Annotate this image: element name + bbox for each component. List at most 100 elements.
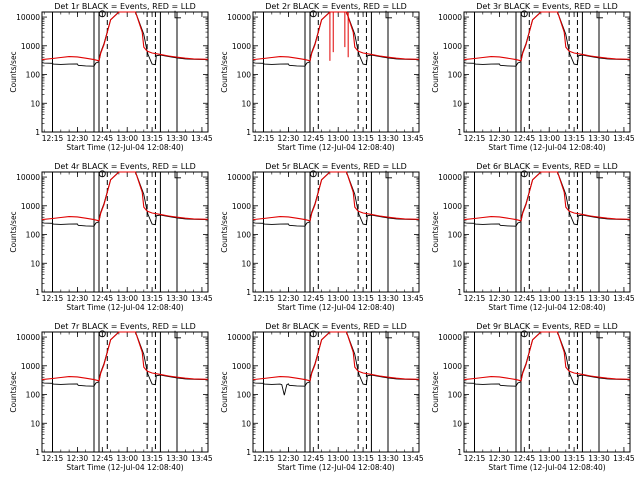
circle-marker: [520, 330, 528, 338]
x-tick-label: 13:15: [141, 294, 163, 303]
x-tick-label: 13:00: [538, 294, 560, 303]
x-tick-label: 12:30: [489, 454, 511, 463]
x-tick-label: 13:45: [402, 134, 424, 143]
y-tick-label: 1: [457, 128, 462, 137]
x-tick-label: 13:45: [402, 454, 424, 463]
y-tick-label: 100: [26, 231, 41, 240]
x-tick-label: 13:15: [563, 454, 585, 463]
x-tick-label: 12:45: [303, 454, 325, 463]
y-axis-title: Counts/sec: [220, 51, 229, 92]
y-axis-title: Counts/sec: [9, 371, 18, 412]
plot-frame: [41, 11, 209, 133]
y-tick-label: 100: [237, 391, 252, 400]
lld-series-line: [463, 171, 631, 222]
x-tick-label: 13:45: [613, 134, 635, 143]
circle-marker: [309, 330, 317, 338]
y-axis-title: Counts/sec: [431, 51, 440, 92]
y-tick-label: 1: [35, 288, 40, 297]
lld-series-line: [41, 11, 209, 62]
chart-title: Det 4r BLACK = Events, RED = LLD: [54, 162, 196, 171]
lld-series-line: [463, 11, 631, 62]
y-tick-label: 10000: [16, 13, 40, 22]
x-tick-label: 13:15: [563, 294, 585, 303]
x-tick-label: 12:15: [464, 134, 486, 143]
x-tick-label: 12:45: [514, 454, 536, 463]
x-tick-label: 13:30: [166, 294, 188, 303]
circle-marker: [98, 170, 106, 178]
x-tick-label: 13:30: [377, 454, 399, 463]
x-tick-label: 13:00: [327, 294, 349, 303]
x-tick-label: 13:30: [588, 454, 610, 463]
chart-panel: Det 9r BLACK = Events, RED = LLD 1 10 100 10…: [431, 322, 635, 472]
x-tick-label: 13:30: [166, 134, 188, 143]
y-tick-label: 1: [457, 288, 462, 297]
lld-series-line: [252, 11, 420, 62]
y-tick-label: 1: [457, 448, 462, 457]
x-tick-label: 13:45: [613, 454, 635, 463]
y-tick-label: 10000: [438, 173, 462, 182]
x-tick-label: 12:45: [514, 134, 536, 143]
lld-series-line: [252, 171, 420, 222]
x-tick-label: 13:30: [588, 294, 610, 303]
x-axis-title: Start Time (12-Jul-04 12:08:40): [66, 143, 183, 152]
x-tick-label: 13:15: [141, 134, 163, 143]
y-axis-title: Counts/sec: [431, 371, 440, 412]
chart-panel: Det 1r BLACK = Events, RED = LLD 1 10 100 10…: [9, 2, 213, 152]
lld-series-line: [463, 331, 631, 382]
circle-marker: [309, 170, 317, 178]
chart-title: Det 2r BLACK = Events, RED = LLD: [265, 2, 407, 11]
y-tick-label: 1: [35, 448, 40, 457]
chart-panel: Det 8r BLACK = Events, RED = LLD 1 10 100 10…: [220, 322, 424, 472]
y-tick-label: 1000: [443, 202, 462, 211]
y-tick-label: 10: [30, 419, 40, 428]
bracket-marker: [385, 330, 393, 339]
x-tick-label: 12:30: [278, 294, 300, 303]
y-tick-label: 1: [246, 448, 251, 457]
chart-panel: Det 6r BLACK = Events, RED = LLD 1 10 100 10…: [431, 162, 635, 312]
x-tick-label: 12:45: [92, 454, 114, 463]
x-tick-label: 13:00: [327, 454, 349, 463]
y-tick-label: 100: [448, 231, 463, 240]
x-tick-label: 13:30: [588, 134, 610, 143]
x-tick-label: 12:15: [253, 294, 275, 303]
circle-marker: [98, 330, 106, 338]
plot-frame: [41, 331, 209, 453]
x-tick-label: 12:15: [253, 454, 275, 463]
y-tick-label: 100: [26, 391, 41, 400]
y-tick-label: 100: [448, 391, 463, 400]
y-tick-label: 10000: [16, 333, 40, 342]
x-tick-label: 13:00: [116, 454, 138, 463]
y-tick-label: 1: [246, 288, 251, 297]
chart-title: Det 3r BLACK = Events, RED = LLD: [476, 2, 618, 11]
chart-panel: Det 2r BLACK = Events, RED = LLD 1 10 100 10…: [220, 2, 424, 152]
y-tick-label: 10000: [16, 173, 40, 182]
x-tick-label: 13:45: [613, 294, 635, 303]
y-tick-label: 10: [30, 99, 40, 108]
x-tick-label: 13:00: [327, 134, 349, 143]
y-tick-label: 10000: [227, 173, 251, 182]
x-tick-label: 12:30: [278, 454, 300, 463]
y-tick-label: 1000: [21, 362, 40, 371]
x-tick-label: 13:45: [191, 134, 213, 143]
plot-frame: [463, 331, 631, 453]
y-axis-title: Counts/sec: [220, 371, 229, 412]
y-tick-label: 10: [241, 419, 251, 428]
y-tick-label: 10: [30, 259, 40, 268]
x-tick-label: 12:45: [303, 294, 325, 303]
y-tick-label: 100: [237, 71, 252, 80]
y-tick-label: 100: [26, 71, 41, 80]
x-tick-label: 13:30: [377, 294, 399, 303]
chart-title: Det 6r BLACK = Events, RED = LLD: [476, 162, 618, 171]
x-axis-title: Start Time (12-Jul-04 12:08:40): [66, 303, 183, 312]
chart-panel: Det 5r BLACK = Events, RED = LLD 1 10 100 10…: [220, 162, 424, 312]
y-tick-label: 1000: [232, 202, 251, 211]
chart-title: Det 7r BLACK = Events, RED = LLD: [54, 322, 196, 331]
lld-series-line: [41, 331, 209, 382]
x-tick-label: 12:30: [489, 134, 511, 143]
chart-panel: Det 4r BLACK = Events, RED = LLD 1 10 100 10…: [9, 162, 213, 312]
y-axis-title: Counts/sec: [9, 211, 18, 252]
x-tick-label: 12:30: [278, 134, 300, 143]
x-tick-label: 13:15: [352, 134, 374, 143]
plot-frame: [41, 171, 209, 293]
